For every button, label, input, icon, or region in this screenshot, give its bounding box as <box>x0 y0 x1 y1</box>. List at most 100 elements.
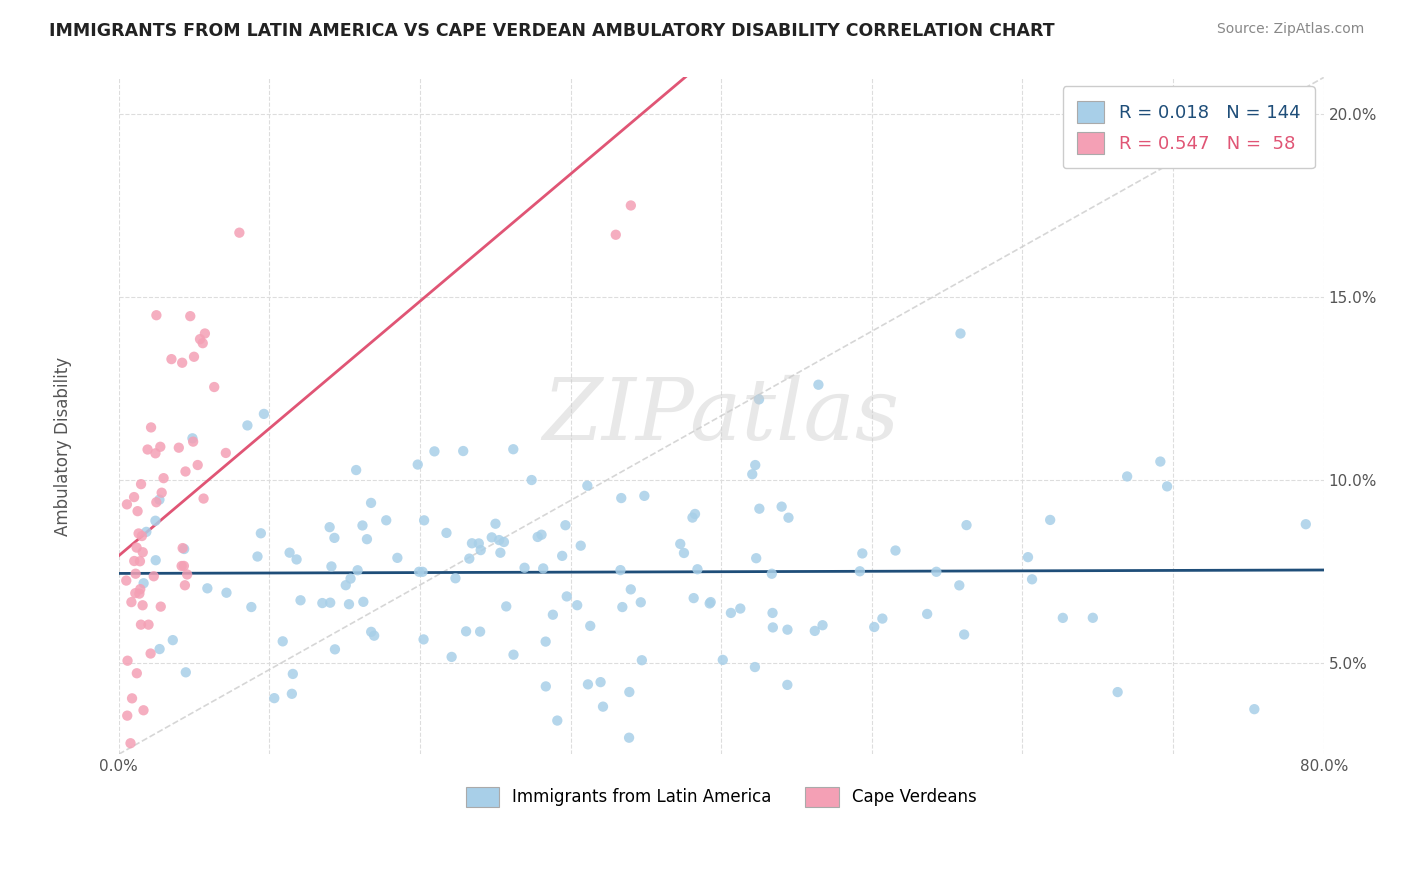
Point <box>271 634 294 648</box>
Point <box>458 551 481 566</box>
Point <box>630 595 652 609</box>
Point <box>423 444 446 458</box>
Point <box>124 566 146 581</box>
Point <box>949 326 972 341</box>
Point <box>863 620 886 634</box>
Point <box>170 559 193 574</box>
Point <box>115 497 138 511</box>
Point <box>851 546 873 560</box>
Point <box>444 571 467 585</box>
Point <box>194 326 217 341</box>
Point <box>125 541 148 555</box>
Point <box>337 597 360 611</box>
Point <box>502 442 524 457</box>
Point <box>174 465 197 479</box>
Point <box>183 350 205 364</box>
Point <box>129 582 152 596</box>
Point <box>136 442 159 457</box>
Point <box>720 606 742 620</box>
Point <box>631 653 654 667</box>
Point <box>770 500 793 514</box>
Point <box>672 546 695 560</box>
Point <box>1295 517 1317 532</box>
Point <box>181 434 204 449</box>
Point <box>172 356 194 370</box>
Point <box>1107 685 1129 699</box>
Point <box>741 467 763 482</box>
Point <box>120 736 142 750</box>
Point <box>953 627 976 641</box>
Point <box>176 567 198 582</box>
Point <box>131 529 153 543</box>
Point <box>360 624 382 639</box>
Point <box>202 380 225 394</box>
Text: ZIPatlas: ZIPatlas <box>543 375 900 458</box>
Point <box>488 533 510 547</box>
Point <box>531 561 554 575</box>
Point <box>132 703 155 717</box>
Point <box>513 560 536 574</box>
Point <box>346 563 368 577</box>
Point <box>160 352 183 367</box>
Point <box>278 546 301 560</box>
Point <box>811 618 834 632</box>
Text: Ambulatory Disability: Ambulatory Disability <box>55 357 72 535</box>
Point <box>579 619 602 633</box>
Point <box>569 539 592 553</box>
Text: Source: ZipAtlas.com: Source: ZipAtlas.com <box>1216 22 1364 37</box>
Point <box>339 572 361 586</box>
Point <box>1156 479 1178 493</box>
Point <box>115 574 138 588</box>
Point <box>127 504 149 518</box>
Point <box>193 491 215 506</box>
Point <box>129 617 152 632</box>
Point <box>534 680 557 694</box>
Point <box>148 492 170 507</box>
Point <box>152 471 174 485</box>
Point <box>128 586 150 600</box>
Point <box>576 677 599 691</box>
Point <box>335 578 357 592</box>
Point <box>609 563 631 577</box>
Legend: Immigrants from Latin America, Cape Verdeans: Immigrants from Latin America, Cape Verd… <box>460 780 983 814</box>
Point <box>884 543 907 558</box>
Point <box>344 463 367 477</box>
Point <box>1017 550 1039 565</box>
Point <box>683 507 706 521</box>
Point <box>215 585 238 599</box>
Point <box>129 554 152 568</box>
Point <box>620 198 643 212</box>
Point <box>352 595 374 609</box>
Point <box>139 420 162 434</box>
Point <box>236 418 259 433</box>
Point <box>188 332 211 346</box>
Point <box>145 446 167 460</box>
Point <box>117 654 139 668</box>
Point <box>149 642 172 657</box>
Point <box>124 586 146 600</box>
Point <box>955 518 977 533</box>
Point <box>145 553 167 567</box>
Point <box>138 617 160 632</box>
Point <box>253 407 276 421</box>
Point <box>173 541 195 556</box>
Point <box>541 607 564 622</box>
Point <box>132 576 155 591</box>
Point <box>135 524 157 539</box>
Point <box>699 597 721 611</box>
Point <box>620 582 643 597</box>
Point <box>592 699 614 714</box>
Point <box>925 565 948 579</box>
Point <box>744 458 766 472</box>
Point <box>470 543 492 558</box>
Point <box>174 665 197 680</box>
Point <box>744 660 766 674</box>
Point <box>520 473 543 487</box>
Point <box>481 530 503 544</box>
Point <box>321 559 343 574</box>
Point <box>191 336 214 351</box>
Point <box>610 491 633 505</box>
Point <box>554 518 576 533</box>
Point <box>122 490 145 504</box>
Text: IMMIGRANTS FROM LATIN AMERICA VS CAPE VERDEAN AMBULATORY DISABILITY CORRELATION : IMMIGRANTS FROM LATIN AMERICA VS CAPE VE… <box>49 22 1054 40</box>
